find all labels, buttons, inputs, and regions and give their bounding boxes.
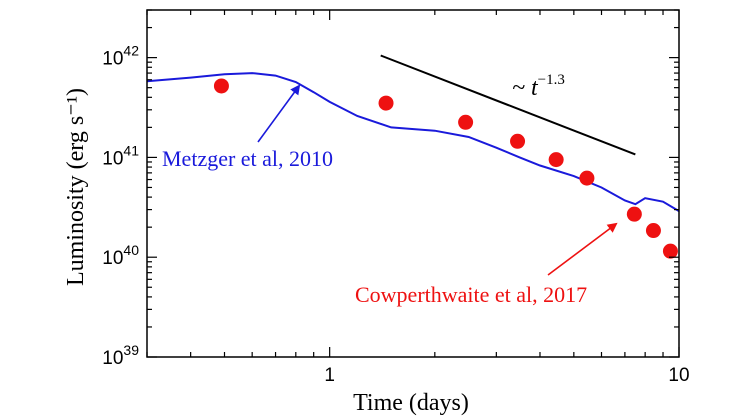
metzger-label: Metzger et al, 2010 xyxy=(162,146,333,171)
x-axis-label: Time (days) xyxy=(353,390,469,416)
slope-label-prefix: ~ t xyxy=(512,75,539,101)
data-point-cowperthwaite xyxy=(510,133,526,149)
y-tick-label-base: 10 xyxy=(102,348,123,369)
slope-label: ~ t−1.3 xyxy=(512,72,565,101)
cowperthwaite-arrow xyxy=(547,222,618,276)
y-tick-label-exponent: 42 xyxy=(123,43,139,59)
y-tick-label: 1041 xyxy=(102,142,139,169)
y-tick-label-exponent: 40 xyxy=(123,242,139,258)
y-tick-label: 1040 xyxy=(102,242,139,269)
y-tick-label: 1042 xyxy=(102,43,139,70)
data-point-cowperthwaite xyxy=(626,206,642,222)
series-line-metzger xyxy=(146,72,680,212)
data-point-cowperthwaite xyxy=(458,114,474,130)
x-tick-label: 1 xyxy=(324,365,335,386)
data-point-cowperthwaite xyxy=(579,170,595,186)
slope-label-exponent: −1.3 xyxy=(538,72,565,88)
y-tick-label-base: 10 xyxy=(102,49,123,70)
data-point-cowperthwaite xyxy=(548,152,564,168)
data-point-cowperthwaite xyxy=(213,78,229,94)
data-point-cowperthwaite xyxy=(645,223,661,239)
metzger-arrow xyxy=(257,84,301,143)
data-point-cowperthwaite xyxy=(378,95,394,111)
y-tick-label-exponent: 39 xyxy=(123,342,139,358)
reference-slope-line xyxy=(380,54,636,156)
y-tick-label-base: 10 xyxy=(102,248,123,269)
data-point-cowperthwaite xyxy=(662,243,678,259)
y-axis-label: Luminosity (erg s⁻¹) xyxy=(63,88,89,286)
cowperthwaite-label: Cowperthwaite et al, 2017 xyxy=(355,282,587,307)
y-tick-label-exponent: 41 xyxy=(123,142,139,158)
x-tick-label: 10 xyxy=(668,365,689,386)
plot-frame xyxy=(146,9,680,358)
y-tick-label: 1039 xyxy=(102,342,139,369)
y-tick-label-base: 10 xyxy=(102,148,123,169)
